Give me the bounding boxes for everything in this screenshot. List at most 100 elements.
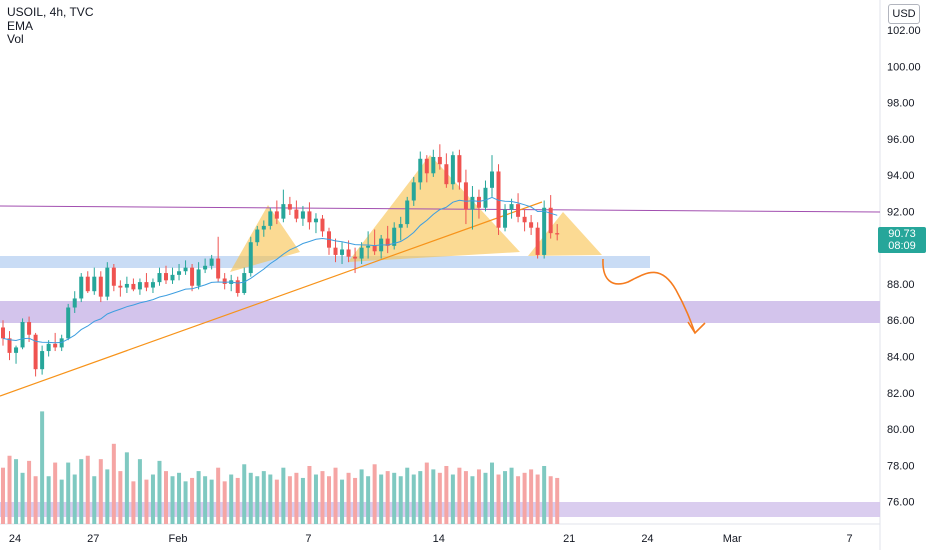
candle[interactable] (105, 262, 110, 301)
candle[interactable] (548, 195, 553, 239)
candle[interactable] (7, 331, 12, 361)
price-tick-label: 86.00 (887, 315, 915, 327)
candle[interactable] (118, 280, 123, 297)
candle[interactable] (203, 258, 208, 274)
candle[interactable] (353, 247, 358, 274)
volume-bar (294, 472, 299, 524)
candle[interactable] (496, 164, 501, 235)
candle[interactable] (79, 273, 84, 303)
candle[interactable] (411, 176, 416, 206)
projection-arrow[interactable] (602, 258, 696, 334)
candle[interactable] (313, 213, 318, 234)
candle[interactable] (457, 149, 462, 190)
candle[interactable] (431, 149, 436, 177)
candle[interactable] (111, 263, 116, 292)
candle[interactable] (424, 155, 429, 183)
candle[interactable] (385, 225, 390, 254)
candle-body (555, 233, 560, 235)
candle[interactable] (72, 291, 77, 313)
volume-bar (170, 476, 175, 524)
candle[interactable] (287, 196, 292, 216)
candle[interactable] (307, 202, 312, 230)
candle[interactable] (268, 207, 273, 230)
support-zone[interactable] (0, 256, 650, 268)
trend-line[interactable] (0, 201, 543, 397)
candle[interactable] (333, 238, 338, 263)
candle[interactable] (40, 345, 45, 375)
candle[interactable] (509, 198, 514, 219)
candle[interactable] (216, 236, 221, 283)
candle-body (268, 211, 273, 226)
candle[interactable] (157, 267, 162, 286)
volume-bar (418, 471, 423, 524)
candle[interactable] (14, 345, 19, 364)
candle[interactable] (503, 204, 508, 232)
candle[interactable] (144, 273, 149, 292)
candle[interactable] (242, 267, 247, 295)
candle[interactable] (170, 267, 175, 284)
symbol-label[interactable]: USOIL, 4h, TVC (7, 5, 94, 19)
candle[interactable] (1, 320, 5, 346)
candle[interactable] (483, 180, 488, 212)
candle[interactable] (177, 263, 182, 281)
candle[interactable] (340, 242, 345, 264)
candle[interactable] (124, 276, 129, 294)
candle[interactable] (359, 242, 364, 264)
candle[interactable] (437, 144, 442, 170)
candle[interactable] (20, 318, 25, 350)
candle[interactable] (235, 276, 240, 297)
candle[interactable] (261, 220, 266, 237)
candle[interactable] (372, 229, 377, 255)
candle[interactable] (470, 185, 475, 230)
candle[interactable] (444, 153, 449, 188)
candle[interactable] (418, 151, 423, 190)
target-zone[interactable] (0, 301, 880, 323)
candle[interactable] (463, 169, 468, 225)
time-tick-label: 24 (641, 533, 653, 545)
volume-label[interactable]: Vol (7, 32, 24, 46)
candle[interactable] (529, 215, 534, 235)
right-shoulder-triangle[interactable] (528, 212, 602, 256)
candle[interactable] (92, 267, 97, 295)
candle[interactable] (53, 332, 58, 352)
time-tick-label: 14 (433, 533, 445, 545)
candle[interactable] (294, 200, 299, 223)
candle[interactable] (196, 262, 201, 290)
candle[interactable] (320, 215, 325, 237)
candle[interactable] (66, 303, 71, 341)
candle[interactable] (131, 278, 136, 292)
candle[interactable] (398, 216, 403, 241)
candle[interactable] (209, 254, 214, 270)
candle[interactable] (522, 209, 527, 232)
currency-button[interactable]: USD (888, 4, 920, 24)
candle[interactable] (137, 278, 142, 295)
candle[interactable] (190, 263, 195, 292)
candle[interactable] (346, 240, 351, 263)
candle[interactable] (248, 236, 253, 277)
candle[interactable] (27, 316, 32, 342)
volume-bar (313, 474, 318, 524)
candle[interactable] (300, 205, 305, 226)
candle[interactable] (274, 200, 279, 225)
candle[interactable] (98, 271, 103, 303)
candle[interactable] (33, 332, 38, 377)
candle[interactable] (222, 273, 227, 290)
candle[interactable] (490, 155, 494, 197)
candle[interactable] (85, 271, 90, 294)
ema-label[interactable]: EMA (7, 18, 34, 33)
candle[interactable] (164, 265, 168, 284)
candle[interactable] (183, 260, 188, 275)
candle[interactable] (150, 278, 155, 294)
candle[interactable] (516, 193, 521, 223)
candle[interactable] (450, 151, 455, 190)
candle[interactable] (476, 189, 481, 219)
candle[interactable] (555, 224, 560, 241)
candle[interactable] (535, 222, 540, 259)
volume-bar (405, 467, 410, 524)
candle[interactable] (392, 222, 397, 250)
candle[interactable] (255, 225, 260, 246)
candle[interactable] (405, 196, 410, 228)
candle[interactable] (281, 189, 286, 223)
candle[interactable] (542, 200, 547, 259)
